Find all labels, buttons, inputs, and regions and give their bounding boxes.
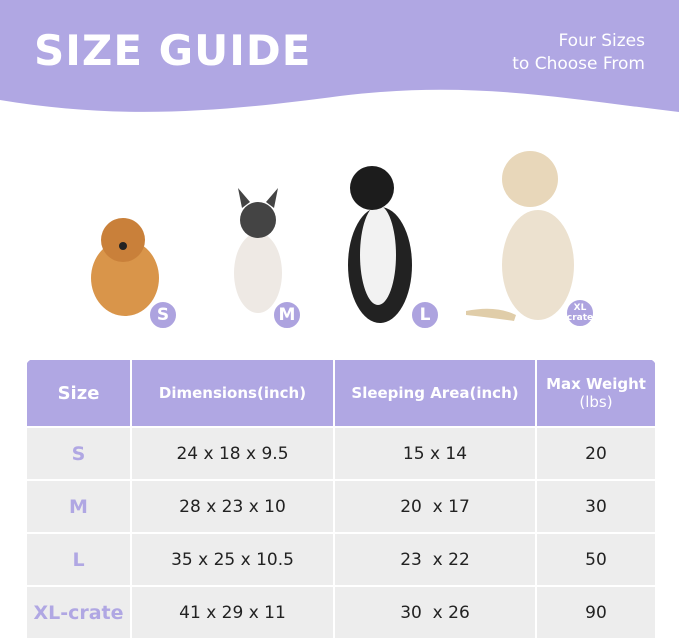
sleeping-area-cell: 20 x 17 — [333, 479, 537, 534]
french-bulldog-image — [234, 188, 282, 313]
sleeping-area-cell: 23 x 22 — [333, 532, 537, 587]
table-row: L 35 x 25 x 10.5 23 x 22 50 — [25, 532, 657, 587]
size-badge-l: L — [410, 300, 440, 330]
border-collie-image — [348, 166, 412, 323]
labrador-image — [466, 151, 574, 321]
size-cell: S — [25, 426, 132, 481]
header-line: Max Weight — [546, 375, 646, 393]
header-dimensions: Dimensions(inch) — [130, 358, 335, 428]
dimensions-cell: 24 x 18 x 9.5 — [130, 426, 335, 481]
max-weight-cell: 30 — [535, 479, 657, 534]
header-max-weight: Max Weight (lbs) — [535, 358, 657, 428]
header-size: Size — [25, 358, 132, 428]
table-row: XL-crate 41 x 29 x 11 30 x 26 90 — [25, 585, 657, 640]
subtitle-line: to Choose From — [512, 54, 645, 74]
size-badge-xl-crate: XL crate — [565, 298, 595, 328]
size-table: Size Dimensions(inch) Sleeping Area(inch… — [25, 358, 657, 640]
size-badge-m: M — [272, 300, 302, 330]
dimensions-cell: 41 x 29 x 11 — [130, 585, 335, 640]
subtitle: Four Sizes to Choose From — [512, 30, 645, 76]
sleeping-area-cell: 15 x 14 — [333, 426, 537, 481]
size-cell: L — [25, 532, 132, 587]
badge-line: crate — [566, 313, 594, 323]
banner-background — [0, 0, 679, 112]
size-badge-s: S — [148, 300, 178, 330]
subtitle-line: Four Sizes — [558, 31, 646, 51]
header-sleeping-area: Sleeping Area(inch) — [333, 358, 537, 428]
dimensions-cell: 28 x 23 x 10 — [130, 479, 335, 534]
header-line: (lbs) — [579, 393, 613, 411]
table-row: S 24 x 18 x 9.5 15 x 14 20 — [25, 426, 657, 481]
dimensions-cell: 35 x 25 x 10.5 — [130, 532, 335, 587]
pomeranian-image — [91, 218, 159, 316]
max-weight-cell: 20 — [535, 426, 657, 481]
page-title: SIZE GUIDE — [34, 26, 312, 75]
table-row: M 28 x 23 x 10 20 x 17 30 — [25, 479, 657, 534]
badge-line: XL — [573, 303, 587, 313]
max-weight-cell: 50 — [535, 532, 657, 587]
max-weight-cell: 90 — [535, 585, 657, 640]
size-cell: M — [25, 479, 132, 534]
sleeping-area-cell: 30 x 26 — [333, 585, 537, 640]
size-cell: XL-crate — [25, 585, 132, 640]
